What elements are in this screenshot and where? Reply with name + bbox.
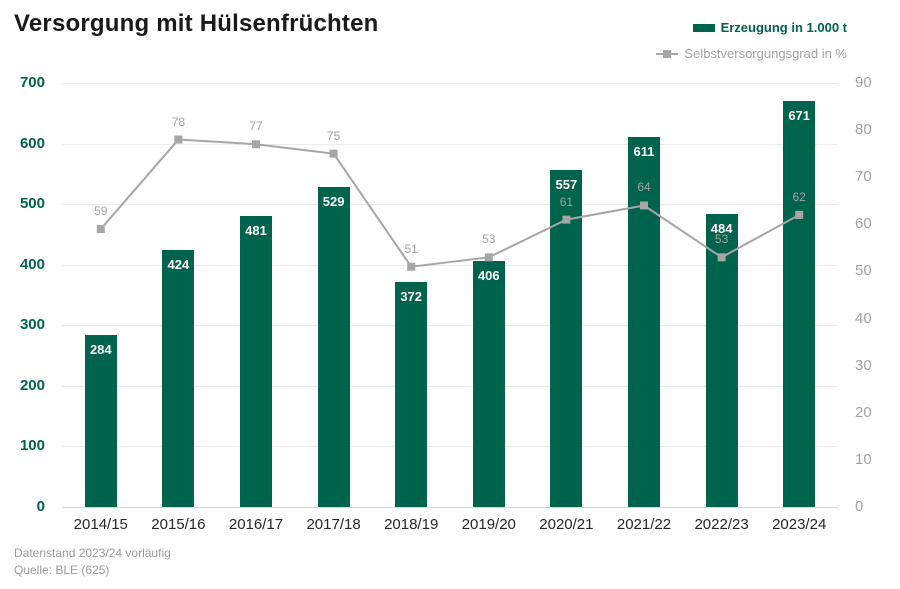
y-axis-tick-left: 400 <box>19 255 45 273</box>
line-marker <box>174 135 183 144</box>
gridline <box>62 507 838 508</box>
y-axis-tick-right: 40 <box>855 309 872 327</box>
legend-label-selbstversorgungsgrad: Selbstversorgungsgrad in % <box>684 46 847 61</box>
gridline <box>62 385 838 387</box>
bar-2017/18 <box>317 186 350 507</box>
y-axis-tick-right: 30 <box>855 356 872 374</box>
bar-value-label: 484 <box>710 220 733 236</box>
y-axis-tick-right: 10 <box>855 450 872 468</box>
bar-value-label: 372 <box>400 288 423 304</box>
bar-2019/20 <box>472 261 505 507</box>
chart-title: Versorgung mit Hülsenfrüchten <box>14 10 379 37</box>
line-marker <box>562 215 571 224</box>
x-axis-label: 2017/18 <box>306 516 361 533</box>
line-value-label: 59 <box>94 204 108 219</box>
legend-label-erzeugung: Erzeugung in 1.000 t <box>720 20 847 35</box>
bar-2015/16 <box>162 250 195 507</box>
y-axis-tick-left: 200 <box>19 376 45 394</box>
line-marker <box>329 149 338 158</box>
legend-item-selbstversorgungsgrad: Selbstversorgungsgrad in % <box>656 46 847 61</box>
line-value-label: 53 <box>714 232 729 247</box>
bar-value-label: 671 <box>788 107 811 123</box>
gridline <box>62 264 838 266</box>
x-axis-label: 2020/21 <box>539 516 594 533</box>
x-axis-label: 2014/15 <box>73 516 128 533</box>
bar-value-label: 284 <box>89 341 112 357</box>
y-axis-tick-left: 100 <box>19 437 45 455</box>
line-marker <box>96 225 105 234</box>
line-marker <box>407 262 416 271</box>
footnote-datenstand: Datenstand 2023/24 vorläufig <box>14 546 171 560</box>
gridline <box>62 446 838 448</box>
bar-2016/17 <box>240 215 272 507</box>
x-axis-label: 2019/20 <box>461 516 516 533</box>
gridline <box>62 83 838 84</box>
line-marker <box>795 210 804 219</box>
legend-item-erzeugung: Erzeugung in 1.000 t <box>656 20 847 35</box>
bar-value-label: 481 <box>245 222 267 238</box>
x-axis-label: 2015/16 <box>151 516 206 533</box>
bar-2014/15 <box>84 334 117 507</box>
x-axis-label: 2021/22 <box>616 516 672 533</box>
bar-2023/24 <box>783 100 816 507</box>
y-axis-tick-left: 0 <box>36 498 45 515</box>
y-axis-tick-left: 300 <box>19 316 45 334</box>
line-value-label: 64 <box>637 180 651 195</box>
bar-2021/22 <box>628 136 660 507</box>
y-axis-tick-right: 80 <box>855 121 872 139</box>
line-value-label: 78 <box>171 114 186 129</box>
legend: Erzeugung in 1.000 t Selbstversorgungsgr… <box>656 20 847 72</box>
gridline <box>62 204 838 206</box>
bar-2022/23 <box>705 213 738 507</box>
y-axis-tick-right: 60 <box>855 215 872 233</box>
line-value-label: 53 <box>482 232 496 247</box>
bar-series-swatch-icon <box>692 23 715 32</box>
bar-value-label: 611 <box>633 143 655 159</box>
line-marker <box>717 253 726 262</box>
x-axis-label: 2022/23 <box>694 516 749 533</box>
line-marker <box>640 201 648 210</box>
y-axis-tick-left: 500 <box>19 195 45 213</box>
bar-value-label: 529 <box>322 193 345 209</box>
x-axis-label: 2016/17 <box>228 516 284 533</box>
line-value-label: 75 <box>326 128 341 143</box>
footnote: Datenstand 2023/24 vorläufig Quelle: BLE… <box>14 545 171 579</box>
x-axis-label: 2018/19 <box>384 516 439 533</box>
y-axis-tick-right: 0 <box>855 498 864 515</box>
line-value-label: 61 <box>559 194 574 209</box>
line-value-label: 51 <box>404 241 418 256</box>
y-axis-tick-right: 90 <box>855 74 872 91</box>
y-axis-tick-right: 70 <box>855 168 872 186</box>
line-value-label: 77 <box>249 119 263 134</box>
footnote-quelle: Quelle: BLE (625) <box>14 563 110 577</box>
bar-value-label: 406 <box>477 268 500 284</box>
bar-value-label: 557 <box>555 176 578 192</box>
x-axis-label: 2023/24 <box>772 516 827 533</box>
line-value-label: 62 <box>792 189 806 204</box>
gridline <box>62 325 838 327</box>
y-axis-tick-left: 600 <box>19 134 45 152</box>
line-marker <box>484 253 493 262</box>
bar-value-label: 424 <box>167 257 190 273</box>
line-path <box>100 138 800 268</box>
gridline <box>62 143 838 145</box>
line-marker <box>252 140 260 149</box>
line-series-swatch-icon <box>656 49 679 58</box>
y-axis-tick-right: 20 <box>855 403 872 421</box>
bar-2018/19 <box>395 281 428 507</box>
y-axis-tick-left: 700 <box>19 74 45 91</box>
y-axis-tick-right: 50 <box>855 262 872 280</box>
